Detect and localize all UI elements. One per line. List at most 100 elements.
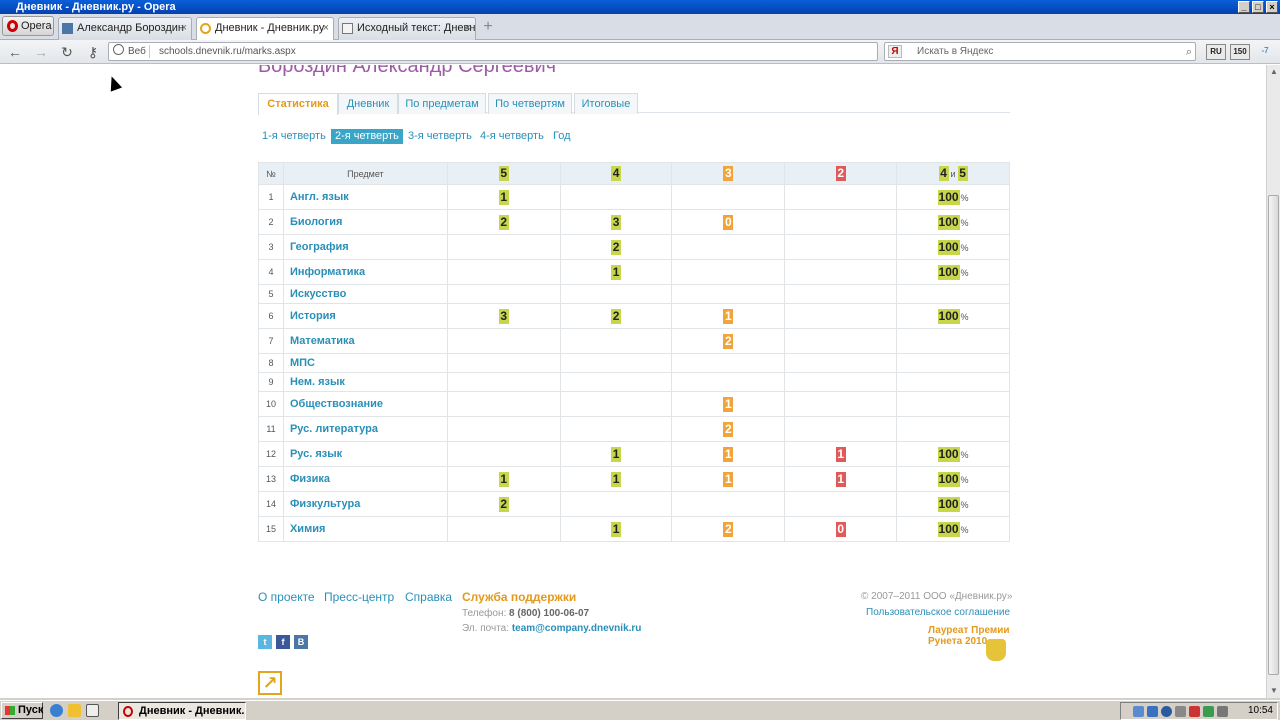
subject-link[interactable]: Рус. язык bbox=[282, 441, 448, 467]
facebook-icon[interactable]: f bbox=[276, 635, 290, 649]
scrollbar-thumb[interactable] bbox=[1268, 195, 1279, 675]
mark-count[interactable]: 1 bbox=[498, 471, 509, 487]
scroll-up-icon[interactable]: ▲ bbox=[1270, 67, 1278, 76]
tab-dnevnik[interactable]: Дневник - Дневник.ру × bbox=[196, 17, 334, 41]
weather-icon[interactable]: -7 bbox=[1261, 46, 1269, 55]
tab-vk[interactable]: Александр Бороздин × bbox=[58, 17, 192, 40]
minimize-button[interactable]: _ bbox=[1238, 1, 1250, 13]
tab-diary[interactable]: Дневник bbox=[338, 93, 398, 114]
tab-source[interactable]: Исходный текст: Дневн... × bbox=[338, 17, 476, 40]
tab-statistics[interactable]: Статистика bbox=[258, 93, 338, 115]
quarter-year[interactable]: Год bbox=[553, 130, 571, 142]
quarter-1[interactable]: 1-я четверть bbox=[262, 130, 326, 142]
subject-link[interactable]: Нем. язык bbox=[282, 372, 448, 392]
taskbar-item-opera[interactable]: Дневник - Дневник.... bbox=[118, 702, 246, 720]
address-field[interactable]: Веб schools.dnevnik.ru/marks.aspx bbox=[108, 42, 878, 61]
subject-link[interactable]: История bbox=[282, 303, 448, 329]
search-icon[interactable]: ⌕ bbox=[1185, 46, 1192, 58]
mark-count[interactable]: 1 bbox=[835, 471, 846, 487]
forward-button[interactable]: → bbox=[34, 44, 48, 60]
mark-count[interactable]: 2 bbox=[723, 521, 734, 537]
mark-count[interactable]: 1 bbox=[611, 264, 622, 280]
mark-count[interactable]: 2 bbox=[611, 239, 622, 255]
mark-cell-m2 bbox=[784, 209, 898, 235]
subject-link[interactable]: Математика bbox=[282, 328, 448, 354]
mark-count[interactable]: 0 bbox=[835, 521, 846, 537]
tray-network-icon[interactable] bbox=[1133, 706, 1144, 717]
subject-link[interactable]: Химия bbox=[282, 516, 448, 542]
tab-close-icon[interactable]: × bbox=[322, 22, 329, 34]
tray-alert-icon[interactable] bbox=[1189, 706, 1200, 717]
desktop-quicklaunch-icon[interactable] bbox=[86, 704, 99, 717]
close-window-button[interactable]: × bbox=[1266, 1, 1278, 13]
tab-close-icon[interactable]: × bbox=[180, 22, 187, 34]
quarter-3[interactable]: 3-я четверть bbox=[408, 130, 472, 142]
tab-by-subjects[interactable]: По предметам bbox=[398, 93, 486, 114]
subject-link[interactable]: Биология bbox=[282, 209, 448, 235]
support-email-link[interactable]: team@company.dnevnik.ru bbox=[511, 623, 642, 634]
vertical-scrollbar[interactable]: ▲ ▼ bbox=[1266, 65, 1280, 698]
twitter-icon[interactable]: t bbox=[258, 635, 272, 649]
tray-lang-icon[interactable] bbox=[1217, 706, 1228, 717]
tray-volume-icon[interactable] bbox=[1175, 706, 1186, 717]
mark-count[interactable]: 2 bbox=[498, 496, 509, 512]
mark-count[interactable]: 2 bbox=[611, 308, 622, 324]
language-icon[interactable]: RU bbox=[1206, 44, 1226, 60]
tray-antivirus-icon[interactable] bbox=[1161, 706, 1172, 717]
mark-count[interactable]: 3 bbox=[498, 308, 509, 324]
counter-icon[interactable]: 150 bbox=[1230, 44, 1250, 60]
search-field[interactable]: Я Искать в Яндекс ⌕ bbox=[884, 42, 1196, 61]
mark-count[interactable]: 1 bbox=[723, 446, 734, 462]
reload-button[interactable]: ↻ bbox=[61, 44, 73, 60]
subject-link[interactable]: Рус. литература bbox=[282, 416, 448, 442]
mark-count[interactable]: 3 bbox=[611, 214, 622, 230]
mark-count[interactable]: 1 bbox=[835, 446, 846, 462]
opera-menu-button[interactable]: Opera bbox=[2, 16, 54, 36]
mark-count[interactable]: 1 bbox=[498, 189, 509, 205]
mark-count[interactable]: 1 bbox=[611, 521, 622, 537]
mark-count[interactable]: 1 bbox=[723, 308, 734, 324]
mark-count[interactable]: 1 bbox=[611, 471, 622, 487]
mark-count[interactable]: 2 bbox=[723, 333, 734, 349]
quarter-4[interactable]: 4-я четверть bbox=[480, 130, 544, 142]
scroll-down-icon[interactable]: ▼ bbox=[1270, 686, 1278, 695]
mark-count[interactable]: 1 bbox=[611, 446, 622, 462]
vkontakte-icon[interactable]: B bbox=[294, 635, 308, 649]
subject-link[interactable]: География bbox=[282, 234, 448, 260]
mark-count[interactable]: 2 bbox=[723, 421, 734, 437]
back-button[interactable]: ← bbox=[8, 44, 22, 60]
footer-link-press[interactable]: Пресс-центр bbox=[324, 590, 395, 604]
mark-count[interactable]: 1 bbox=[723, 471, 734, 487]
yandex-icon[interactable]: Я bbox=[888, 45, 902, 58]
tab-close-icon[interactable]: × bbox=[464, 22, 471, 34]
tray-monitor-icon[interactable] bbox=[1147, 706, 1158, 717]
footer-link-about[interactable]: О проекте bbox=[258, 590, 315, 604]
browser-quicklaunch-icon[interactable] bbox=[50, 704, 63, 717]
tab-by-quarters[interactable]: По четвертям bbox=[488, 93, 572, 114]
subject-link[interactable]: Англ. язык bbox=[282, 184, 448, 210]
start-button[interactable]: Пуск bbox=[1, 702, 43, 719]
mark-count[interactable]: 2 bbox=[498, 214, 509, 230]
new-tab-button[interactable]: + bbox=[483, 18, 493, 35]
key-icon[interactable]: ⚷ bbox=[87, 44, 99, 60]
opera-logo-icon bbox=[7, 20, 18, 32]
subject-link[interactable]: Физика bbox=[282, 466, 448, 492]
explorer-quicklaunch-icon[interactable] bbox=[68, 704, 81, 717]
mark-count[interactable]: 1 bbox=[723, 396, 734, 412]
maximize-button[interactable]: □ bbox=[1252, 1, 1264, 13]
mark-cell-m2 bbox=[784, 328, 898, 354]
dnevnik-logo-icon[interactable]: ↗ bbox=[258, 671, 282, 695]
table-row: 9 Нем. язык bbox=[258, 372, 1010, 392]
quarter-2[interactable]: 2-я четверть bbox=[331, 129, 403, 144]
subject-link[interactable]: Обществознание bbox=[282, 391, 448, 417]
footer-link-help[interactable]: Справка bbox=[405, 590, 453, 604]
subject-link[interactable]: Информатика bbox=[282, 259, 448, 285]
tray-update-icon[interactable] bbox=[1203, 706, 1214, 717]
tab-final[interactable]: Итоговые bbox=[574, 93, 638, 114]
subject-link[interactable]: Физкультура bbox=[282, 491, 448, 517]
subject-link[interactable]: Искусство bbox=[282, 284, 448, 304]
user-agreement-link[interactable]: Пользовательское соглашение bbox=[866, 607, 1011, 618]
mark-count[interactable]: 0 bbox=[723, 214, 734, 230]
mark-cell-m3: 1 bbox=[671, 441, 786, 467]
subject-link[interactable]: МПС bbox=[282, 353, 448, 373]
